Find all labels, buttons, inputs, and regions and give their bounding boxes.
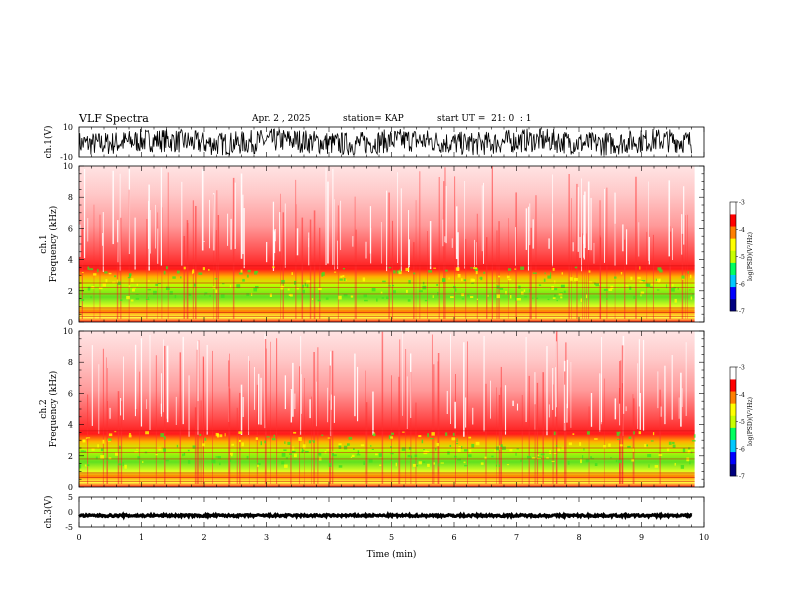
ch1-waveform-line: [78, 128, 692, 156]
xtick-9: 9: [639, 533, 644, 542]
ch1-spectrogram-panel: 0 2 4 6 8 10 ch.1 Frequency (kHz): [39, 162, 705, 327]
x-axis-label: Time (min): [367, 549, 417, 560]
colorbar-ch1-label: log(PSD)(V²/Hz): [747, 232, 754, 281]
colorbar-ch2-swatch-2: [730, 439, 736, 453]
chart-title: VLF Spectra: [79, 112, 149, 125]
colorbar-ch2-tick-minus6: -6: [739, 446, 745, 453]
colorbar-ch2: -3 -4 -5 -6 -7 log(PSD)(V²/Hz): [729, 365, 754, 481]
colorbar-ch1-tick-minus6: -6: [739, 281, 745, 288]
ch3-waveform-ylabel: ch.3(V): [43, 496, 54, 529]
ch2-spectrogram-ytick-8: 8: [68, 358, 73, 367]
colorbar-ch1-swatch-7: [730, 214, 736, 227]
ch2-spectrogram-ytick-10: 10: [63, 327, 73, 336]
colorbar-ch1-swatch-6: [730, 226, 736, 239]
xtick-2: 2: [201, 533, 206, 542]
start-time-label: start UT = 21: 0 : 1: [437, 114, 532, 124]
xtick-4: 4: [326, 533, 331, 542]
ch1-spectrogram-channel-label: ch.1: [39, 234, 49, 253]
date-label: Apr. 2 , 2025: [252, 114, 311, 124]
colorbar-ch2-tick-minus7: -7: [739, 474, 745, 481]
ch2-spectrogram-channel-label: ch.2: [39, 399, 49, 418]
colorbar-ch2-swatch-8: [730, 367, 736, 380]
ch1-spectrogram-ylabel: Frequency (kHz): [48, 206, 59, 283]
colorbar-ch2-swatch-3: [730, 427, 736, 440]
xtick-10: 10: [699, 533, 709, 542]
colorbar-ch2-swatch-1: [730, 451, 736, 465]
colorbar-ch1-swatch-5: [730, 238, 736, 251]
xtick-3: 3: [264, 533, 269, 542]
ch1-spectrogram-ytick-0: 0: [68, 318, 73, 327]
colorbar-ch1: -3 -4 -5 -6 -7 log(PSD)(V²/Hz): [729, 200, 754, 316]
ch2-spectrogram-ytick-6: 6: [68, 389, 73, 398]
colorbar-ch2-swatch-5: [730, 403, 736, 416]
colorbar-ch1-swatch-3: [730, 262, 736, 275]
colorbar-ch1-swatch-4: [730, 250, 736, 263]
ch1-waveform-ylabel: ch.1(V): [43, 126, 54, 159]
ch3-ytick-0: 0: [68, 508, 73, 517]
ch1-spectrogram-ytick-10: 10: [63, 162, 73, 171]
ch3-waveform-line: [78, 510, 693, 521]
ch1-spectrogram-ytick-6: 6: [68, 224, 73, 233]
ch2-spectrogram-ytick-0: 0: [68, 483, 73, 492]
colorbar-ch2-swatch-7: [730, 379, 736, 392]
colorbar-ch1-swatch-8: [730, 202, 736, 215]
colorbar-ch1-tick-minus5: -5: [739, 254, 745, 261]
ch2-spectrogram-ytick-2: 2: [68, 452, 73, 461]
ch2-spectrogram-panel: 0 2 4 6 8 10 ch.2 Frequency (kHz): [39, 327, 705, 492]
xtick-7: 7: [514, 533, 519, 542]
ch1-ytick-minus10: -10: [60, 153, 73, 162]
xtick-8: 8: [576, 533, 581, 542]
ch3-ytick-minus5: -5: [65, 523, 73, 532]
ch3-ytick-5: 5: [68, 493, 73, 502]
ch1-ytick-10: 10: [63, 123, 73, 132]
time-axis: 0 1 2 3 4 5 6 7 8 9 10 Time (min): [76, 533, 709, 560]
colorbar-ch2-swatch-0: [730, 463, 736, 477]
colorbar-ch2-label: log(PSD)(V²/Hz): [747, 397, 754, 446]
station-label: station= KAP: [343, 114, 404, 124]
xtick-6: 6: [451, 533, 456, 542]
colorbar-ch1-tick-minus7: -7: [739, 309, 745, 316]
colorbar-ch1-swatch-0: [730, 298, 736, 312]
colorbar-ch2-tick-minus3: -3: [739, 365, 745, 372]
colorbar-ch1-tick-minus3: -3: [739, 200, 745, 207]
ch2-spectrogram-background: [79, 331, 695, 487]
ch3-waveform-panel: 5 0 -5 ch.3(V): [43, 493, 705, 532]
ch1-spectrogram-ytick-4: 4: [68, 256, 73, 265]
ch2-spectrogram-ytick-4: 4: [68, 421, 73, 430]
ch1-spectrogram-ytick-2: 2: [68, 287, 73, 296]
ch1-spectrogram-ytick-8: 8: [68, 193, 73, 202]
ch2-spectrogram-ylabel: Frequency (kHz): [48, 371, 59, 448]
colorbar-ch1-swatch-1: [730, 286, 736, 300]
colorbar-ch2-swatch-6: [730, 391, 736, 404]
colorbar-ch2-tick-minus5: -5: [739, 419, 745, 426]
colorbar-ch2-tick-minus4: -4: [739, 392, 745, 399]
colorbar-ch1-swatch-2: [730, 274, 736, 288]
xtick-5: 5: [389, 533, 394, 542]
colorbar-ch2-swatch-4: [730, 415, 736, 428]
xtick-0: 0: [76, 533, 81, 542]
colorbar-ch1-tick-minus4: -4: [739, 227, 745, 234]
ch1-waveform-panel: 10 -10 ch.1(V): [43, 123, 705, 162]
xtick-1: 1: [139, 533, 144, 542]
